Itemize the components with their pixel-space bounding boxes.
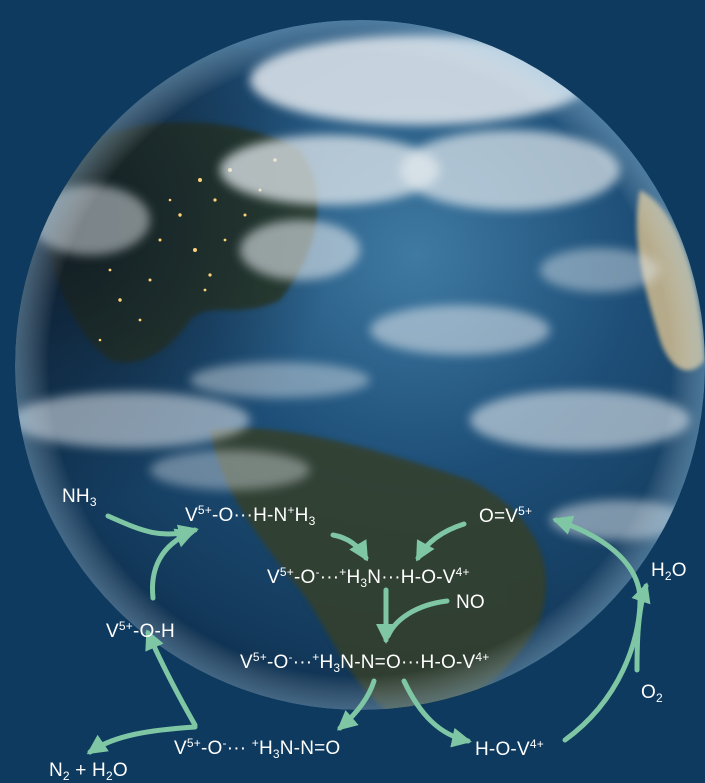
label-no: NO [456,592,485,613]
arrow-voh-to-complex1 [150,528,196,601]
arrow-nh3-to-complex1 [105,513,199,545]
arrow-complex3-to-hov [401,678,472,748]
arrow-complex1-to-complex2 [330,532,369,562]
label-nitrosamide-intermediate: V5+-O-··· +H3N-N=O [174,736,341,761]
arrow-complex4-to-products [86,724,198,755]
label-reduced-vanadium: H-O-V4+ [475,737,544,760]
arrow-oxo-to-complex2 [415,521,467,562]
label-water-right: H2O [651,560,687,583]
label-nh3: NH3 [62,486,97,509]
label-oxo-vanadium: O=V5+ [479,504,533,527]
arrow-hov-to-oxo [552,515,643,743]
arrow-no-in [385,598,450,639]
label-vo-h-nh3-complex: V5+-O···H-N+H3 [185,503,316,528]
label-vanadium-hydroxyl: V5+-O-H [106,619,175,642]
label-nitrosamide-complex: V5+-O-···+H3N-N=O···H-O-V4+ [240,650,490,675]
label-h3n-hov-complex: V5+-O-···+H3N···H-O-V4+ [267,565,470,590]
arrow-complex3-to-complex4 [336,678,377,731]
arrow-complex4-to-voh [145,629,198,728]
label-oxygen: O2 [641,682,663,705]
arrow-o2-to-h2o [631,582,651,673]
label-products: N2 + H2O [49,760,128,783]
